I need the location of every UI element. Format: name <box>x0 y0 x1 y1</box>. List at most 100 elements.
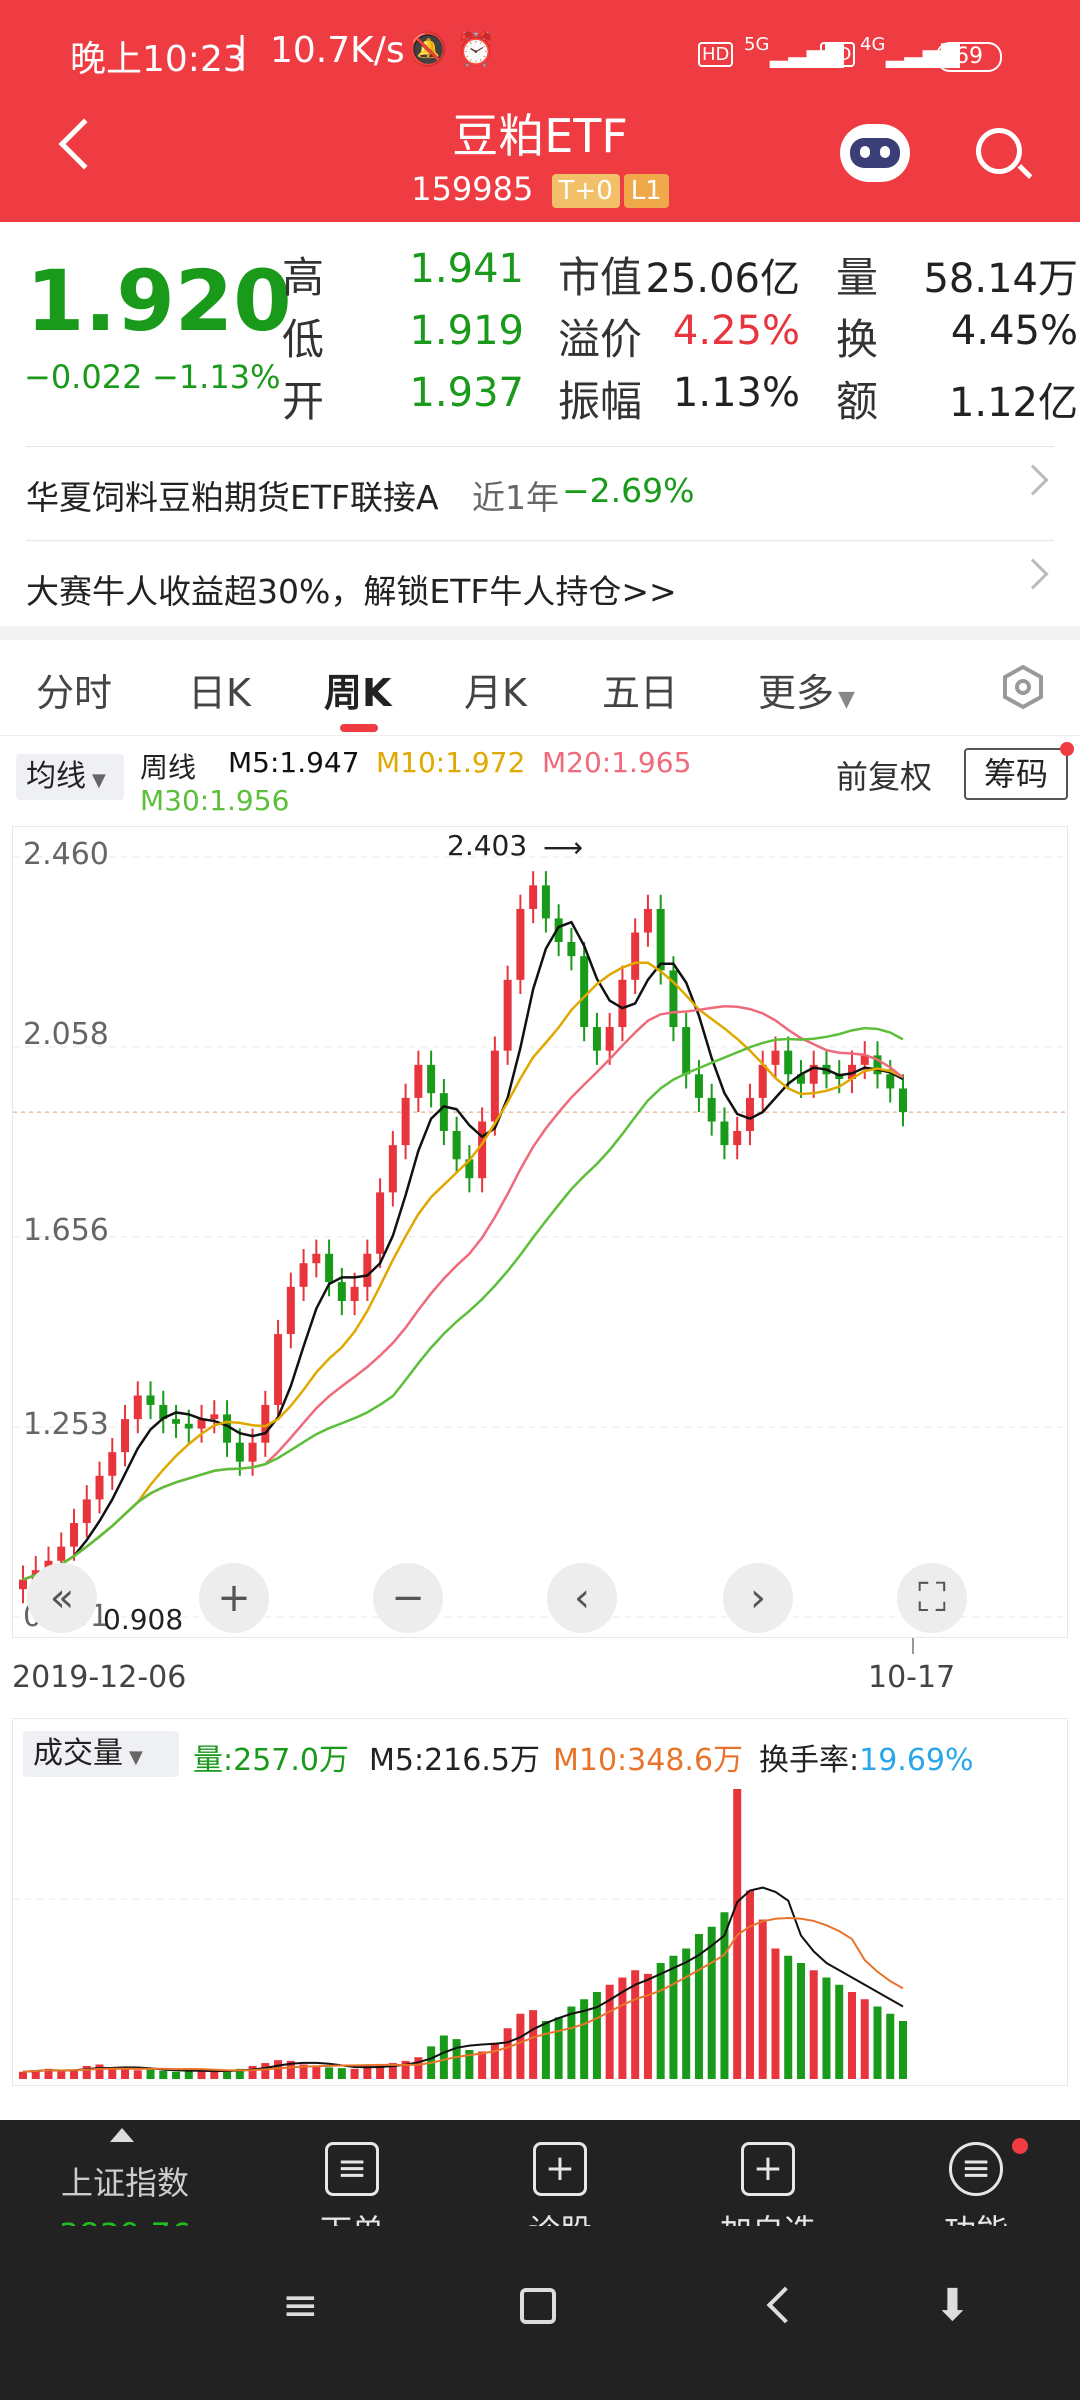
kline-chart[interactable]: 2.460 2.058 1.656 1.253 0.851 2.403 ⟶ ⟵ … <box>12 826 1068 1638</box>
value-amount: 1.12亿 <box>948 380 1078 426</box>
status-divider: | <box>236 30 249 71</box>
battery-icon: 69 <box>936 42 1002 72</box>
candle-body <box>656 908 665 971</box>
settings-hex-icon[interactable] <box>1000 664 1046 710</box>
volume-ma10-line <box>22 1917 904 2073</box>
volume-bar <box>235 2068 244 2079</box>
tab-more-label: 更多 <box>758 671 835 715</box>
price-change-pct: −1.13% <box>152 358 281 396</box>
status-time: 晚上10:23 <box>70 39 246 80</box>
candle-body <box>478 1121 487 1179</box>
volume-bar <box>745 1890 754 2079</box>
candle-body <box>108 1452 117 1476</box>
status-speed: 10.7K/s <box>270 30 405 71</box>
search-icon[interactable] <box>976 128 1033 179</box>
volume-selector-label: 成交量 <box>33 1736 123 1771</box>
candle-body <box>720 1121 729 1146</box>
candle-body <box>57 1546 66 1561</box>
volume-bar <box>325 2067 334 2079</box>
header-bar: 晚上10:23 | 10.7K/s 🔕 ⏰ HD 5G ▂▃▅▇ HD 4G ▂… <box>0 0 1080 222</box>
next-icon[interactable]: › <box>723 1563 793 1633</box>
candle-body <box>541 885 550 919</box>
volume-bar <box>31 2070 40 2079</box>
tab-more[interactable]: 更多 ▼ <box>758 662 855 717</box>
candle-body <box>274 1334 283 1405</box>
turnover-rate: 换手率:19.69% <box>759 1735 974 1779</box>
label-low: 低 <box>282 315 325 364</box>
candle-body <box>554 918 563 943</box>
page-title: 豆粕ETF <box>452 109 628 163</box>
volume-bar <box>541 2021 550 2079</box>
candle-body <box>516 908 525 980</box>
tab-five-day[interactable]: 五日 <box>602 671 679 715</box>
back-nav-icon[interactable] <box>766 2286 804 2324</box>
volume-chart[interactable]: 成交量 ▼ 量:257.0万 M5:216.5万 M10:348.6万 换手率:1… <box>12 1718 1068 2086</box>
volume-bar <box>758 1919 767 2079</box>
candle-body <box>771 1050 780 1065</box>
tab-monthly-k[interactable]: 月K <box>464 671 527 715</box>
volume-svg <box>13 1789 1067 2079</box>
candle-body <box>172 1419 181 1424</box>
x-start-date: 2019-12-06 <box>12 1660 187 1695</box>
label-open: 开 <box>282 377 325 426</box>
zoom-in-icon[interactable]: + <box>199 1563 269 1633</box>
menu-icon[interactable]: ≡ <box>282 2280 319 2331</box>
candle-body <box>490 1050 499 1122</box>
value-volume: 58.14万 <box>923 256 1078 302</box>
volume-bar <box>19 2071 27 2079</box>
volume-bar <box>605 1984 614 2079</box>
notification-dot <box>1012 2138 1028 2154</box>
fund-return: −2.69% <box>562 471 695 510</box>
volume-bar <box>401 2060 410 2079</box>
zoom-out-icon[interactable]: − <box>373 1563 443 1633</box>
volume-m5: M5:216.5万 <box>369 1743 540 1778</box>
x-end-date: 10-17 <box>868 1660 956 1695</box>
prev-icon[interactable]: ‹ <box>547 1563 617 1633</box>
candle-body <box>414 1064 423 1098</box>
volume-bar <box>529 2010 538 2079</box>
last-price: 1.920 <box>26 252 292 350</box>
candle-body <box>146 1395 155 1405</box>
volume-bar <box>133 2070 142 2079</box>
volume-bar <box>835 1984 844 2079</box>
candle-body <box>529 885 538 909</box>
candle-body <box>184 1423 193 1429</box>
adjust-mode[interactable]: 前复权 <box>836 758 933 796</box>
volume-bar <box>847 1992 856 2079</box>
section-separator <box>0 626 1080 640</box>
tab-intraday[interactable]: 分时 <box>36 671 113 715</box>
home-icon[interactable] <box>520 2288 556 2324</box>
fund-name: 华夏饲料豆粕期货ETF联接A <box>26 478 439 517</box>
volume-bar <box>452 2039 461 2079</box>
volume-selector[interactable]: 成交量 ▼ <box>23 1731 179 1777</box>
expand-up-icon[interactable] <box>110 2128 134 2142</box>
ma30-value: M30:1.956 <box>140 784 290 817</box>
index-name[interactable]: 上证指数 <box>60 2164 189 2202</box>
volume-bar <box>822 1977 831 2079</box>
volume-bar <box>886 2013 895 2079</box>
rewind-icon[interactable]: « <box>27 1563 97 1633</box>
order-doc-icon: ≡ <box>325 2142 379 2196</box>
assistant-icon[interactable]: ⬇ <box>934 2280 971 2331</box>
high-marker-label: 2.403 <box>447 829 528 862</box>
candle-body <box>592 1027 601 1051</box>
tab-daily-k[interactable]: 日K <box>188 671 251 715</box>
candle-body <box>210 1414 219 1420</box>
chip-button[interactable]: 筹码 <box>964 748 1068 800</box>
volume-bar <box>567 2006 576 2079</box>
x-end-tick <box>912 1638 914 1654</box>
promo-link-row[interactable]: 大赛牛人收益超30%，解锁ETF牛人持仓>> <box>26 540 1054 632</box>
candle-body <box>197 1419 206 1429</box>
fund-link-row[interactable]: 华夏饲料豆粕期货ETF联接A 近1年 −2.69% <box>26 446 1054 538</box>
volume-bar <box>707 1926 716 2079</box>
candle-body <box>350 1286 359 1302</box>
tab-weekly-k[interactable]: 周K <box>324 671 392 715</box>
candle-body <box>235 1442 244 1462</box>
value-amplitude: 1.13% <box>672 370 800 416</box>
indicator-selector[interactable]: 均线 ▼ <box>16 754 124 800</box>
robot-assistant-icon[interactable] <box>840 124 910 182</box>
fullscreen-icon[interactable]: ⛶ <box>897 1563 967 1633</box>
candle-body <box>401 1097 410 1146</box>
ma20-line <box>22 1005 904 1581</box>
volume-bar <box>95 2064 104 2079</box>
